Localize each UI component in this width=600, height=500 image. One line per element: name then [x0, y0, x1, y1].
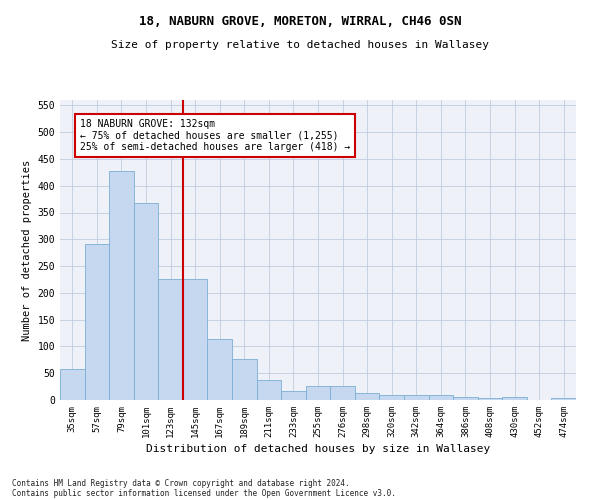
Text: 18 NABURN GROVE: 132sqm
← 75% of detached houses are smaller (1,255)
25% of semi: 18 NABURN GROVE: 132sqm ← 75% of detache… [80, 118, 350, 152]
Text: Size of property relative to detached houses in Wallasey: Size of property relative to detached ho… [111, 40, 489, 50]
Text: Contains public sector information licensed under the Open Government Licence v3: Contains public sector information licen… [12, 488, 396, 498]
Bar [502, 397, 527, 400]
Bar [257, 380, 281, 400]
Bar [183, 280, 208, 400]
Bar [453, 398, 478, 400]
Bar [404, 395, 428, 400]
Bar [478, 398, 502, 400]
Bar [379, 395, 404, 400]
Bar [134, 204, 158, 400]
Bar [208, 340, 232, 400]
Bar [306, 386, 330, 400]
Text: 18, NABURN GROVE, MORETON, WIRRAL, CH46 0SN: 18, NABURN GROVE, MORETON, WIRRAL, CH46 … [139, 15, 461, 28]
Bar [281, 391, 306, 400]
Bar [330, 386, 355, 400]
Bar [158, 280, 183, 400]
X-axis label: Distribution of detached houses by size in Wallasey: Distribution of detached houses by size … [146, 444, 490, 454]
Y-axis label: Number of detached properties: Number of detached properties [22, 160, 32, 340]
Bar [232, 360, 257, 400]
Bar [60, 370, 85, 400]
Bar [551, 398, 576, 400]
Bar [355, 392, 379, 400]
Bar [85, 244, 109, 400]
Bar [428, 395, 453, 400]
Text: Contains HM Land Registry data © Crown copyright and database right 2024.: Contains HM Land Registry data © Crown c… [12, 478, 350, 488]
Bar [109, 170, 134, 400]
